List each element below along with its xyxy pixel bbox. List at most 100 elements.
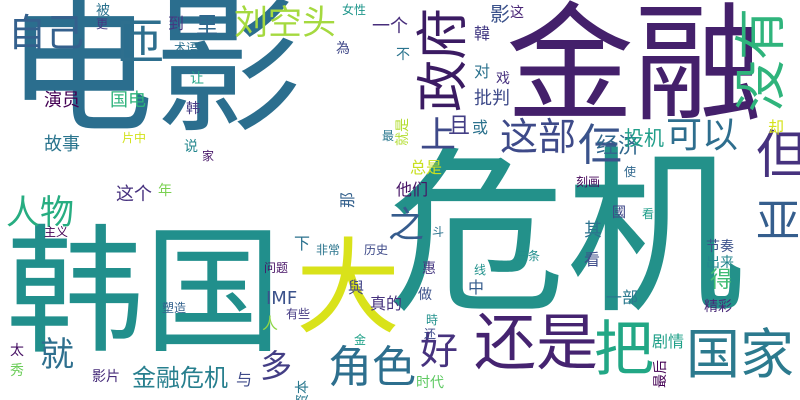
word-29: 故事 [44,134,80,155]
word-88: 有些 [286,307,311,321]
word-87: 问题 [264,261,289,275]
word-8: 把 [594,315,654,385]
word-83: 主义 [44,225,69,239]
word-56: 一部 [606,288,639,307]
word-42: 或 [472,118,489,137]
word-24: 之 [388,205,425,246]
word-3: 金融 [506,0,763,140]
word-32: 投机 [624,126,664,150]
word-38: 里 [196,14,219,39]
word-55: 得 [710,268,733,293]
word-23: 多 [260,347,293,385]
word-93: 刻画 [576,175,601,189]
word-33: 批判 [474,88,510,109]
word-51: 中 [468,278,485,297]
word-82: 就是 [395,118,411,146]
word-80: 家 [202,149,215,163]
word-97: 资本 [295,380,311,400]
word-9: 角色 [328,342,416,393]
word-84: 非常 [316,243,341,257]
word-99: 時 [426,313,439,327]
word-15: 刘空头 [234,3,336,43]
word-35: 影 [490,2,510,26]
word-69: 被 [96,3,110,19]
word-76: 韩 [186,101,200,117]
word-18: 可以 [666,115,739,156]
word-20: 好 [420,329,459,373]
word-58: 人 [262,314,279,333]
word-73: 女性 [342,3,367,17]
word-10: 政府 [414,8,474,113]
word-41: 戏 [496,71,510,87]
word-36: 这 [510,5,524,21]
word-78: 片中 [122,131,147,145]
word-13: 亚 [756,196,800,247]
word-75: 不 [396,47,410,63]
word-28: 国电 [110,90,146,111]
word-59: 与 [236,370,253,389]
word-85: 历史 [364,243,389,257]
word-47: 其 [584,220,602,241]
word-34: 一个 [372,16,408,37]
word-92: 却 [768,118,785,137]
word-86: 三条 [516,249,541,263]
word-95: 看 [642,207,655,221]
word-63: 时代 [416,375,444,391]
word-48: 國 [612,205,626,221]
word-30: 这个 [116,184,152,205]
word-44: 总是 [410,158,443,177]
word-2: 危机 [388,131,744,338]
word-37: 到 [168,14,185,33]
word-90: 线 [474,263,487,277]
word-61: 太 [10,343,24,359]
word-50: 真的 [370,294,403,313]
word-68: 最后 [653,360,669,388]
word-14: 自己 [8,11,85,55]
word-4: 韩国 [6,212,283,373]
word-57: IMF [266,288,298,309]
word-31: 经济 [596,134,641,159]
word-12: 但 [756,126,800,186]
word-96: 斗 [432,225,445,239]
word-60: 影片 [92,369,120,385]
word-21: 仨 [578,120,622,171]
word-49: 下 [294,234,311,253]
word-40: 对 [474,62,491,81]
word-98: 金 [354,333,367,347]
word-5: 大 [296,227,401,349]
word-25: 匝 [116,14,165,70]
word-6: 还是 [474,306,599,379]
word-43: 且 [448,114,471,139]
word-19: 上 [420,115,457,156]
word-72: 让 [190,71,204,87]
word-65: 精彩 [704,299,732,315]
word-1: 电影 [6,0,302,154]
word-100: 还 [424,327,437,341]
word-74: 為 [336,41,350,57]
word-26: 金融危机 [132,364,228,392]
word-27: 演员 [44,90,80,111]
word-52: 與 [348,278,365,297]
word-89: 塑造 [162,301,187,315]
word-17: 这部 [500,115,577,159]
word-39: 韓 [474,24,491,43]
word-79: 年 [158,183,172,199]
word-53: 惠 [422,261,436,277]
word-67: 出来 [706,255,734,271]
word-81: 最 [382,129,395,143]
word-94: 使 [624,165,637,179]
word-22: 就 [40,335,74,375]
word-45: 他们 [396,180,429,199]
word-11: 没有 [732,8,792,113]
word-62: 秀 [10,363,24,379]
word-71: 术语 [174,41,199,55]
word-54: 看 [584,250,601,269]
word-7: 国家 [686,323,794,386]
word-64: 剧情 [652,332,685,351]
word-77: 说 [184,139,198,155]
word-70: 更 [96,17,109,31]
word-91: 做 [418,287,432,303]
word-66: 节奏 [706,239,734,255]
word-16: 人物 [6,193,74,233]
